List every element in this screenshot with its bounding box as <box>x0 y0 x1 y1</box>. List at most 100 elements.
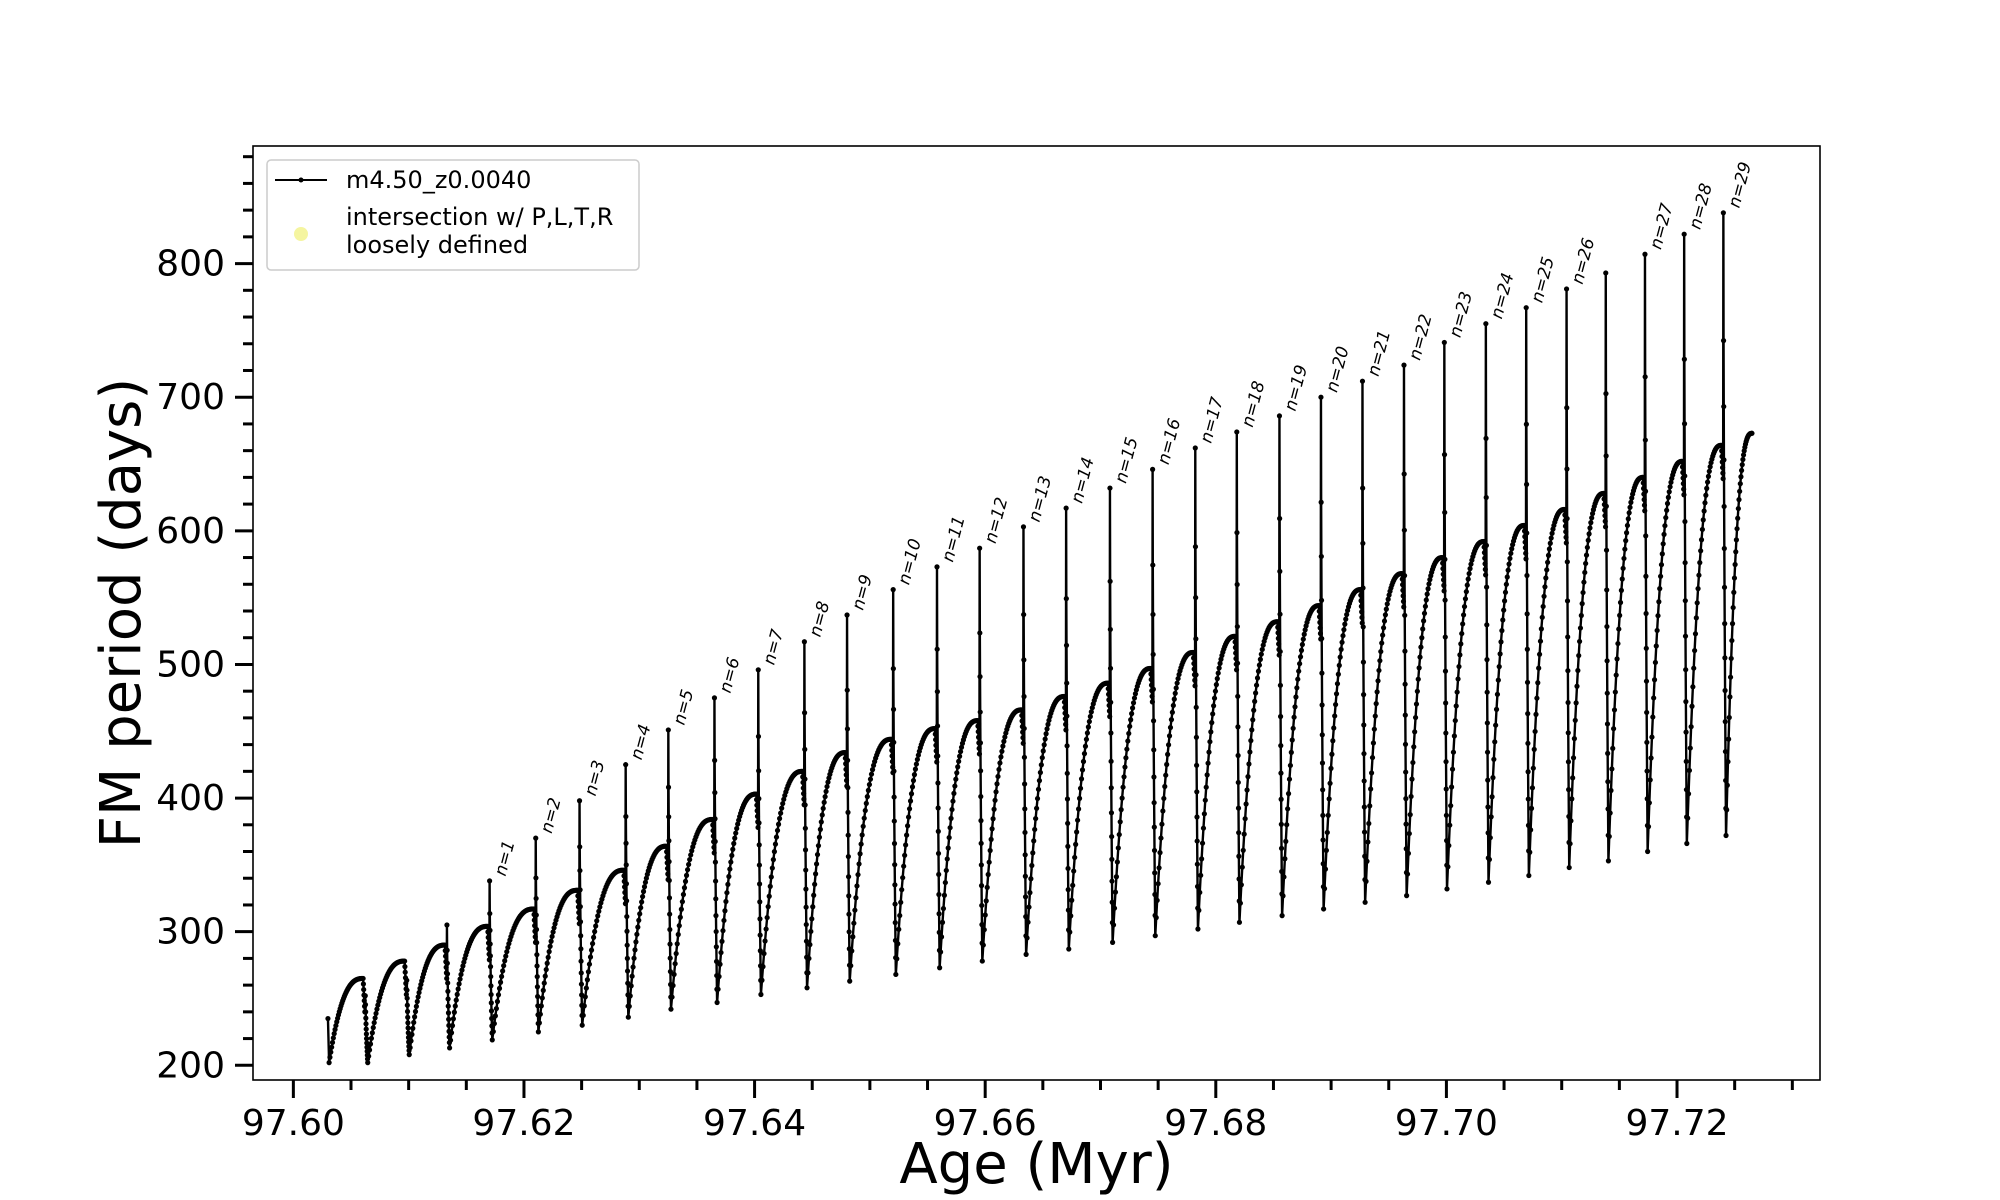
series-point <box>1645 824 1652 830</box>
series-point <box>1234 530 1240 536</box>
series-point <box>953 776 959 782</box>
series-point <box>1729 621 1736 627</box>
series-point <box>824 783 830 790</box>
series-point <box>1373 701 1379 707</box>
series-point <box>533 835 539 841</box>
series-point <box>687 856 693 863</box>
series-point <box>978 818 984 824</box>
series-point <box>724 890 730 896</box>
series-point <box>1409 776 1415 782</box>
series-point <box>983 898 989 904</box>
series-point <box>1330 738 1336 744</box>
series-point <box>445 988 451 994</box>
series-point <box>488 983 494 989</box>
series-point <box>1069 897 1075 903</box>
series-point <box>895 941 901 947</box>
series-point <box>1440 566 1446 572</box>
series-point <box>1232 644 1238 651</box>
series-point <box>1666 489 1672 495</box>
series-point <box>1412 729 1418 735</box>
series-point <box>1485 879 1492 885</box>
series-point <box>731 840 737 847</box>
series-point <box>575 893 581 899</box>
series-point <box>1032 826 1038 833</box>
series-point <box>864 794 870 800</box>
series-point <box>535 1029 541 1035</box>
series-point <box>1045 721 1051 727</box>
series-point <box>445 996 451 1002</box>
series-point <box>998 754 1004 760</box>
series-point <box>1441 588 1447 594</box>
series-point <box>719 938 725 944</box>
series-point <box>1286 776 1293 782</box>
series-point <box>767 883 773 889</box>
series-point <box>1128 717 1134 723</box>
series-point <box>802 776 808 782</box>
series-point <box>723 898 729 905</box>
series-point <box>361 998 367 1004</box>
series-point <box>1603 391 1609 397</box>
series-point <box>801 710 808 716</box>
series-point <box>1172 690 1178 696</box>
series-point <box>1740 452 1747 458</box>
series-point <box>452 1003 458 1009</box>
series-point <box>1491 756 1497 762</box>
series-point <box>360 981 366 987</box>
series-point <box>1065 865 1071 872</box>
series-point <box>1021 611 1027 618</box>
series-point <box>1284 822 1290 828</box>
series-point <box>1250 717 1256 723</box>
series-point <box>1609 766 1615 772</box>
series-point <box>1536 665 1542 671</box>
series-point <box>714 999 720 1006</box>
series-point <box>1360 485 1366 491</box>
series-point <box>1361 829 1368 835</box>
series-point <box>1403 821 1409 827</box>
series-point <box>1565 759 1572 765</box>
series-point <box>814 851 821 858</box>
series-point <box>363 1015 369 1021</box>
series-point <box>588 947 595 953</box>
series-point <box>1487 835 1493 841</box>
series-point <box>1443 812 1450 818</box>
series-point <box>1151 800 1157 806</box>
series-point <box>1285 806 1291 812</box>
series-point <box>949 806 955 813</box>
series-point <box>892 901 898 907</box>
series-point <box>1368 786 1374 792</box>
series-point <box>1247 749 1253 755</box>
series-point <box>1545 552 1552 558</box>
series-point <box>1738 474 1744 480</box>
series-point <box>1152 870 1158 876</box>
series-point <box>1329 751 1335 757</box>
series-point <box>363 1021 369 1027</box>
series-point <box>853 895 859 901</box>
series-point <box>1722 687 1728 694</box>
series-point <box>1105 691 1112 697</box>
series-point <box>374 1006 380 1012</box>
series-point <box>1122 764 1128 770</box>
series-point <box>1447 822 1453 828</box>
legend-intersection-marker-icon <box>294 227 308 241</box>
series-point <box>1109 878 1115 884</box>
series-point <box>1415 676 1421 682</box>
series-point <box>1107 665 1114 671</box>
series-point <box>1255 668 1262 674</box>
series-point <box>488 991 494 998</box>
series-point <box>1129 711 1135 717</box>
series-point <box>1500 617 1506 623</box>
series-point <box>594 918 600 924</box>
series-point <box>1647 777 1653 783</box>
x-tick-label: 97.72 <box>1625 1103 1728 1144</box>
series-point <box>1320 812 1326 819</box>
series-point <box>1192 544 1199 550</box>
series-point <box>1319 702 1325 708</box>
series-point <box>1113 874 1120 880</box>
series-point <box>1615 640 1621 647</box>
series-point <box>1331 725 1337 731</box>
series-point <box>1366 820 1372 827</box>
series-point <box>1721 545 1727 552</box>
series-point <box>1259 646 1265 653</box>
series-point <box>667 911 673 917</box>
series-point <box>712 757 718 763</box>
